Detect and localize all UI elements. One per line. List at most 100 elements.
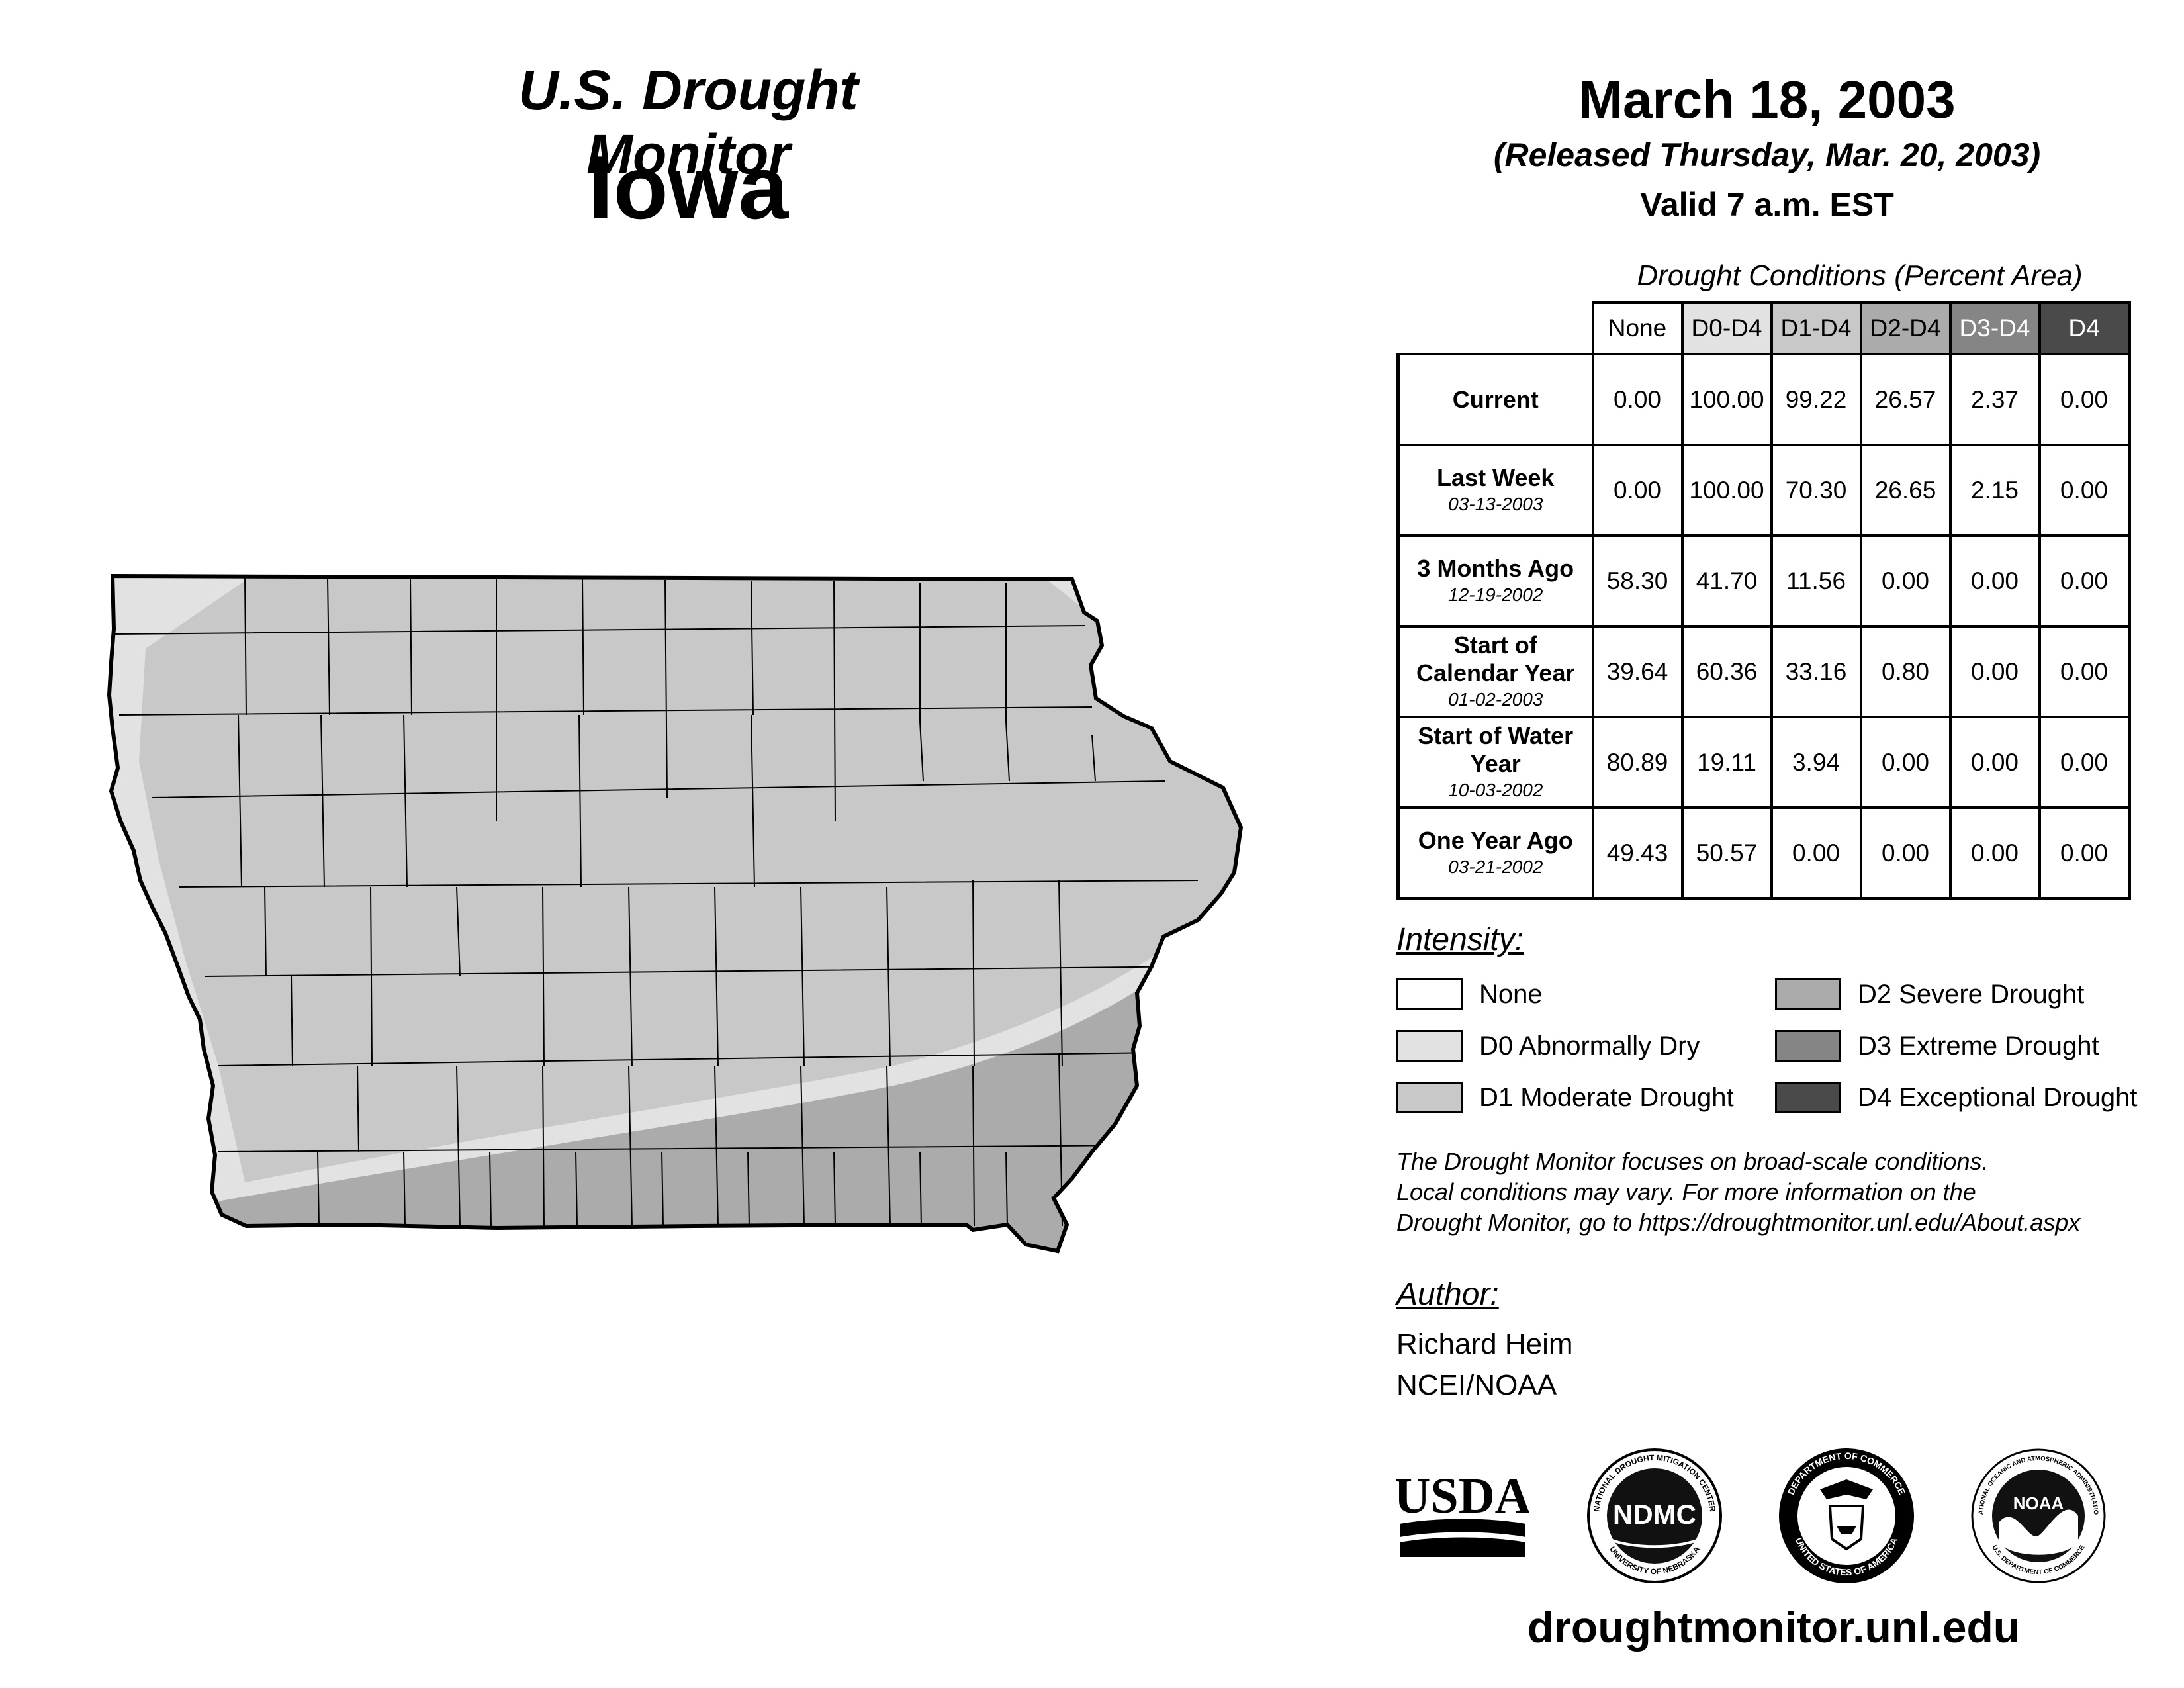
table-row: Start of Water Year 10-03-2002 80.89 19.1…	[1396, 716, 2131, 809]
release-date: (Released Thursday, Mar. 20, 2003)	[1493, 136, 2041, 173]
note-line: Local conditions may vary. For more info…	[1396, 1178, 1976, 1205]
row-label-text: Current	[1452, 385, 1539, 413]
row-label-3-months-ago: 3 Months Ago 12-19-2002	[1396, 534, 1594, 628]
footer-url[interactable]: droughtmonitor.unl.edu	[1527, 1603, 2021, 1652]
ndmc-swoosh	[1608, 1538, 1702, 1548]
row-label-date: 03-21-2002	[1448, 856, 1543, 877]
legend-swatch	[1396, 1030, 1463, 1062]
note-line: The Drought Monitor focuses on broad-sca…	[1396, 1148, 1989, 1175]
table-cell: 33.16	[1770, 625, 1862, 718]
table-cell: 0.00	[2038, 716, 2131, 809]
table-row: Start of Calendar Year 01-02-2003 39.64 6…	[1396, 625, 2131, 718]
author-name: Richard Heim	[1396, 1328, 1573, 1360]
iowa-drought-map	[107, 573, 1244, 1370]
noaa-bird-icon	[1999, 1509, 2078, 1555]
legend-swatch	[1396, 978, 1463, 1010]
row-label-current: Current	[1396, 353, 1594, 446]
table-cell: 3.94	[1770, 716, 1862, 809]
table-cell: 0.00	[2038, 806, 2131, 900]
table-cell: 0.00	[1859, 806, 1952, 900]
table-cell: 26.57	[1859, 353, 1952, 446]
row-label-text: Start of Water Year	[1418, 722, 1574, 777]
table-cell: 0.00	[1770, 806, 1862, 900]
legend-label: D4 Exceptional Drought	[1858, 1083, 2138, 1112]
legend-label: D0 Abnormally Dry	[1479, 1031, 1700, 1060]
table-cell: 80.89	[1591, 716, 1684, 809]
table-row: 3 Months Ago 12-19-2002 58.30 41.70 11.56…	[1396, 534, 2131, 628]
author-org: NCEI/NOAA	[1396, 1369, 1557, 1401]
disclaimer-note: The Drought Monitor focuses on broad-sca…	[1396, 1147, 2177, 1238]
table-cell: 2.37	[1948, 353, 2041, 446]
legend-swatch	[1775, 1030, 1841, 1062]
col-header-d0-d4: D0-D4	[1680, 301, 1773, 355]
col-header-d2-d4: D2-D4	[1859, 301, 1952, 355]
table-cell: 49.43	[1591, 806, 1684, 900]
legend-label: D1 Moderate Drought	[1479, 1083, 1734, 1112]
table-cell: 70.30	[1770, 444, 1862, 537]
d1-strip-south	[199, 1225, 695, 1251]
table-caption: Drought Conditions (Percent Area)	[1637, 259, 2083, 292]
table-cell: 41.70	[1680, 534, 1773, 628]
legend-label: D2 Severe Drought	[1858, 980, 2085, 1009]
d1-area	[109, 576, 1241, 1251]
col-header-d1-d4: D1-D4	[1770, 301, 1862, 355]
col-header-none: None	[1591, 301, 1684, 355]
table-cell: 0.00	[1859, 716, 1952, 809]
drought-stats-table: None D0-D4 D1-D4 D2-D4 D3-D4 D4 Current …	[1396, 301, 2131, 900]
table-cell: 0.00	[1948, 716, 2041, 809]
row-label-text: One Year Ago	[1418, 826, 1573, 854]
legend-title: Intensity:	[1396, 922, 1524, 957]
table-cell: 11.56	[1770, 534, 1862, 628]
row-label-text: 3 Months Ago	[1417, 554, 1574, 582]
usda-logo: USDA	[1396, 1468, 1529, 1557]
table-cell: 50.57	[1680, 806, 1773, 900]
row-label-date: 01-02-2003	[1448, 688, 1543, 710]
ndmc-inner-disc	[1607, 1468, 1702, 1564]
table-cell: 0.00	[1591, 353, 1684, 446]
table-cell: 0.00	[2038, 353, 2131, 446]
row-label-last-week: Last Week 03-13-2003	[1396, 444, 1594, 537]
table-cell: 2.15	[1948, 444, 2041, 537]
ndmc-logo-text: NDMC	[1613, 1499, 1696, 1530]
header-blank	[1398, 303, 1594, 355]
table-cell: 99.22	[1770, 353, 1862, 446]
table-cell: 100.00	[1680, 353, 1773, 446]
table-cell: 39.64	[1591, 625, 1684, 718]
table-cell: 58.30	[1591, 534, 1684, 628]
author-heading: Author:	[1396, 1277, 1499, 1312]
row-label-date: 12-19-2002	[1448, 584, 1543, 605]
legend-swatch	[1775, 1082, 1841, 1113]
usda-field-base	[1400, 1537, 1525, 1557]
ndmc-logo: NDMC NATIONAL DROUGHT MITIGATION CENTER …	[1587, 1448, 1722, 1583]
table-cell: 0.00	[1948, 806, 2041, 900]
note-line: Drought Monitor, go to https://droughtmo…	[1396, 1209, 2081, 1236]
table-cell: 0.00	[1591, 444, 1684, 537]
row-label-start-water-year: Start of Water Year 10-03-2002	[1396, 716, 1594, 809]
author-block: Richard Heim NCEI/NOAA	[1396, 1324, 1573, 1406]
row-label-text: Start of Calendar Year	[1416, 631, 1575, 686]
eagle-icon	[1820, 1479, 1873, 1499]
table-cell: 0.00	[1948, 534, 2041, 628]
row-label-text: Last Week	[1437, 463, 1555, 491]
d3-area	[238, 1288, 695, 1370]
row-label-one-year-ago: One Year Ago 03-21-2002	[1396, 806, 1594, 900]
table-cell: 0.80	[1859, 625, 1952, 718]
usda-field-stripe	[1400, 1519, 1525, 1537]
table-row: One Year Ago 03-21-2002 49.43 50.57 0.00 …	[1396, 806, 2131, 900]
legend-swatch	[1396, 1082, 1463, 1113]
noaa-logo: NOAA NATIONAL OCEANIC AND ATMOSPHERIC AD…	[1966, 1443, 2106, 1583]
ship-icon	[1837, 1526, 1856, 1534]
legend-swatch	[1775, 978, 1841, 1010]
map-title: U.S. Drought Monitor	[518, 59, 858, 185]
d2-core-south	[232, 1238, 695, 1251]
col-header-d3-d4: D3-D4	[1948, 301, 2041, 355]
state-outline	[107, 573, 1244, 1254]
table-cell: 0.00	[2038, 625, 2131, 718]
county-lines	[112, 576, 1205, 1227]
state-name: Iowa	[588, 137, 789, 238]
row-label-date: 10-03-2002	[1448, 779, 1543, 800]
usda-logo-text: USDA	[1396, 1468, 1529, 1524]
valid-time: Valid 7 a.m. EST	[1640, 186, 1894, 223]
table-cell: 0.00	[1948, 625, 2041, 718]
row-label-date: 03-13-2003	[1448, 493, 1543, 514]
